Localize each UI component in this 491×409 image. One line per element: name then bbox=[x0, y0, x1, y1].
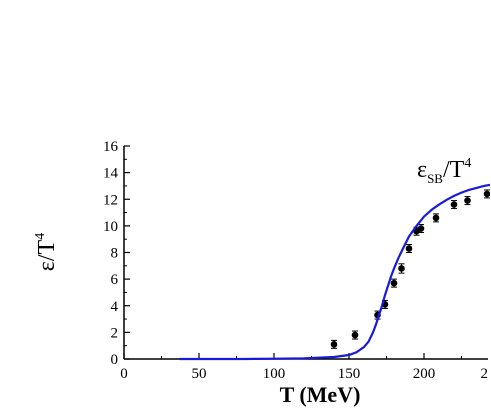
x-tick-label: 200 bbox=[413, 366, 436, 382]
y-tick-label: 16 bbox=[103, 139, 119, 155]
data-point bbox=[464, 197, 471, 204]
y-tick-label: 2 bbox=[111, 325, 119, 341]
data-point bbox=[398, 265, 405, 272]
labels: T (MeV) ε/T4 εSB/T4 bbox=[33, 156, 471, 407]
y-tick-label: 10 bbox=[103, 219, 118, 235]
data-point bbox=[483, 190, 490, 198]
y-tick-label: 8 bbox=[111, 246, 119, 262]
y-tick-label: 4 bbox=[111, 299, 119, 315]
data-point bbox=[405, 245, 413, 252]
y-axis-label-sup: 4 bbox=[33, 233, 48, 240]
y-tick-label: 12 bbox=[103, 192, 118, 208]
curve-line bbox=[179, 183, 490, 361]
x-tick-label: 100 bbox=[263, 366, 286, 382]
x-tick-label: 150 bbox=[338, 366, 361, 382]
y-tick-label: 0 bbox=[111, 352, 119, 368]
x-tick-label: 50 bbox=[192, 366, 207, 382]
data-point bbox=[417, 225, 425, 232]
data-point bbox=[330, 341, 338, 348]
plot-content bbox=[179, 183, 490, 361]
annotation-mid: /T bbox=[443, 157, 465, 183]
annotation-sup: 4 bbox=[464, 156, 471, 171]
x-tick-label: 0 bbox=[120, 366, 128, 382]
data-point bbox=[432, 214, 440, 222]
x-tick-label: 2 bbox=[481, 366, 489, 382]
data-point bbox=[351, 331, 359, 339]
x-axis-label: T (MeV) bbox=[280, 382, 361, 407]
data-point bbox=[450, 201, 458, 208]
y-tick-label: 6 bbox=[111, 272, 119, 288]
annotation-epsilon: ε bbox=[417, 157, 427, 183]
y-tick-label: 14 bbox=[103, 166, 119, 182]
data-point bbox=[390, 279, 398, 287]
y-axis-label-main: ε/T bbox=[34, 239, 60, 271]
y-axis-label: ε/T4 bbox=[33, 233, 60, 271]
annotation-sub: SB bbox=[427, 171, 443, 186]
sb-limit-annotation: εSB/T4 bbox=[417, 156, 471, 186]
plot-area bbox=[179, 183, 490, 361]
